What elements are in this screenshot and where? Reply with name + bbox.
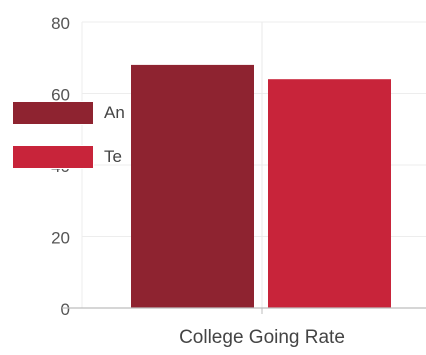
bar-an xyxy=(131,64,254,309)
legend-swatch-an xyxy=(12,101,94,125)
y-tick-label-20: 20 xyxy=(51,229,70,248)
legend-item-an: An xyxy=(12,99,134,127)
y-tick-label-60: 60 xyxy=(51,86,70,105)
bar-te xyxy=(268,79,391,308)
legend-label-an: An xyxy=(104,103,125,122)
x-category-label: College Going Rate xyxy=(179,327,345,348)
legend-item-te: Te xyxy=(12,143,134,171)
legend-label-te: Te xyxy=(104,147,122,166)
legend-swatch-te xyxy=(12,145,94,169)
y-tick-label-0: 0 xyxy=(61,300,70,319)
y-tick-label-80: 80 xyxy=(51,14,70,33)
legend: An Te xyxy=(12,99,134,187)
